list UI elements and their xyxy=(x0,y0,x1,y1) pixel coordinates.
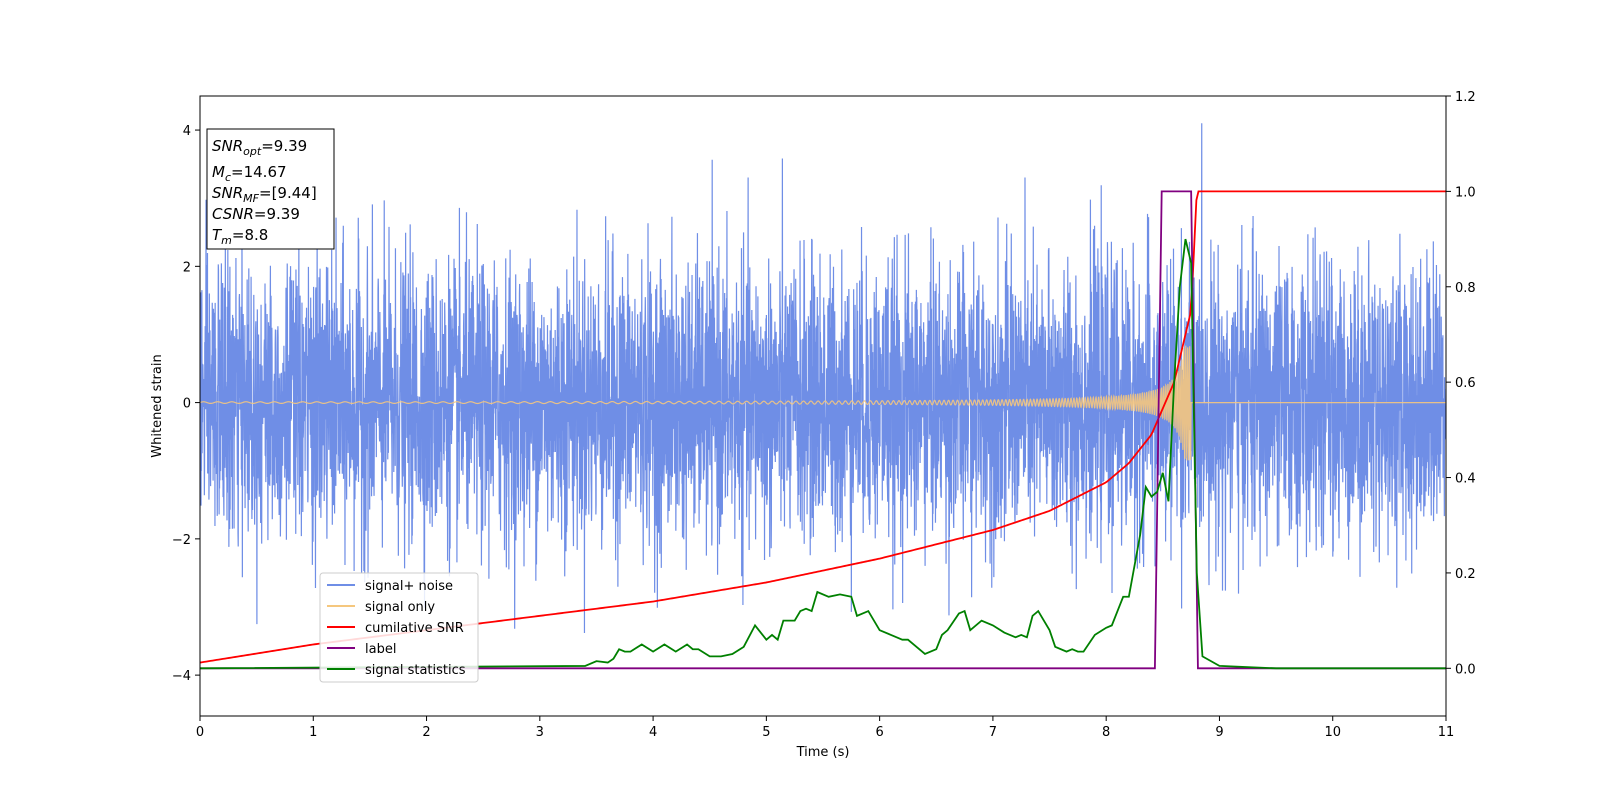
x-tick-label: 3 xyxy=(536,725,544,740)
y2-tick-label: 0.4 xyxy=(1455,472,1476,487)
legend-label-cumulative-snr: cumilative SNR xyxy=(365,621,464,636)
y2-tick-label: 0.8 xyxy=(1455,281,1476,296)
ticks-layer: 0 1 2 3 4 5 6 7 8 9 10 11 4 2 0 −2 −4 1.2 1.0 0.8 0.6 0.4 0.2 0… xyxy=(172,90,1476,740)
y2-tick-label: 0.6 xyxy=(1455,376,1476,391)
x-tick-label: 10 xyxy=(1324,725,1341,740)
y-tick-label: 4 xyxy=(183,124,191,139)
info-snr-opt: SNRopt=9.39 xyxy=(212,137,307,158)
plot-frame xyxy=(199,95,1447,717)
info-box-frame xyxy=(206,128,335,250)
series-signal-noise-line xyxy=(200,123,1446,634)
series-signal-only-line xyxy=(200,345,1446,461)
x-tick-label: 4 xyxy=(649,725,657,740)
y-tick-label: 2 xyxy=(183,260,191,275)
x-tick-label: 6 xyxy=(875,725,883,740)
x-tick-label: 2 xyxy=(422,725,430,740)
y-tick-label: 0 xyxy=(183,397,191,412)
legend-label-label: label xyxy=(365,642,396,657)
x-axis-label: Time (s) xyxy=(796,745,850,760)
x-tick-label: 5 xyxy=(762,725,770,740)
x-tick-label: 9 xyxy=(1215,725,1223,740)
legend-frame xyxy=(319,572,479,683)
y2-tick-label: 1.0 xyxy=(1455,185,1476,200)
info-snr-mf: SNRMF=[9.44] xyxy=(212,184,317,205)
x-tick-label: 0 xyxy=(196,725,204,740)
series-label-line xyxy=(200,190,1446,670)
legend-label-signal-noise: signal+ noise xyxy=(365,579,453,594)
info-box: SNRopt=9.39 Mc=14.67 SNRMF=[9.44] CSNR=9… xyxy=(206,128,335,250)
y-axis-label: Whitened strain xyxy=(150,354,165,457)
legend: signal+ noise signal only cumilative SNR… xyxy=(319,572,479,683)
y-tick-label: −4 xyxy=(172,669,191,684)
info-tm: Tm=8.8 xyxy=(212,226,268,247)
x-tick-label: 11 xyxy=(1438,725,1455,740)
series-signal-statistics-line xyxy=(200,238,1446,670)
legend-label-signal-only: signal only xyxy=(365,600,435,615)
info-mc: Mc=14.67 xyxy=(212,163,287,184)
x-tick-label: 1 xyxy=(309,725,317,740)
x-tick-label: 7 xyxy=(989,725,997,740)
y2-tick-label: 0.2 xyxy=(1455,567,1476,582)
info-csnr: CSNR=9.39 xyxy=(212,205,300,223)
y2-tick-label: 1.2 xyxy=(1455,90,1476,105)
x-tick-label: 8 xyxy=(1102,725,1110,740)
legend-label-signal-statistics: signal statistics xyxy=(365,663,466,678)
y-tick-label: −2 xyxy=(172,533,191,548)
y2-tick-label: 0.0 xyxy=(1455,662,1476,677)
